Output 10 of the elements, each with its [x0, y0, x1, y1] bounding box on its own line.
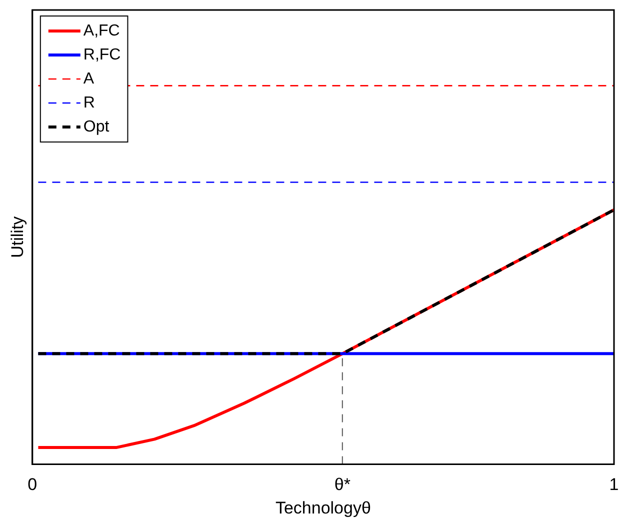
legend-label: A,FC — [83, 22, 120, 40]
x-axis-title: Technologyθ — [275, 498, 371, 518]
x-tick-label: 1 — [609, 475, 619, 494]
legend-label: R — [83, 94, 95, 112]
legend-label: A — [83, 70, 94, 88]
legend-label: R,FC — [83, 46, 121, 64]
x-tick-label: 0 — [28, 475, 38, 494]
x-tick-label: θ* — [334, 475, 351, 494]
y-axis-title: Utility — [8, 216, 27, 258]
legend-label: Opt — [83, 118, 110, 136]
